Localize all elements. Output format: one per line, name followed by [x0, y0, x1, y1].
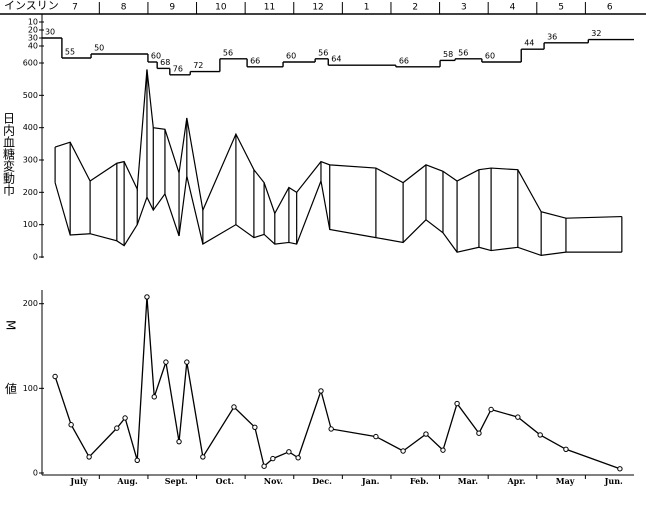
m-value-point [423, 431, 429, 437]
m-value-point [295, 455, 301, 461]
y-tick-label: 600 [23, 59, 38, 68]
month-number: 8 [121, 3, 127, 13]
month-number: 12 [312, 3, 323, 13]
dose-label: 36 [547, 32, 557, 41]
m-value-point [270, 455, 276, 462]
dose-label: 64 [331, 55, 341, 64]
month-number: 10 [215, 3, 227, 13]
dose-label: 60 [286, 52, 296, 61]
y-tick-label: 500 [23, 91, 38, 100]
month-number: 9 [169, 3, 175, 13]
m-value-point [318, 388, 324, 394]
x-tick-label: Sept. [165, 476, 188, 486]
y-axis-label: 日内血糖変動巾 [2, 112, 16, 196]
month-number: 4 [510, 3, 516, 13]
y-tick-label: 100 [23, 384, 38, 393]
dose-label: 66 [399, 56, 409, 65]
month-number: 5 [558, 3, 564, 13]
dose-label: 56 [223, 48, 233, 57]
m-value-point [252, 424, 258, 430]
dose-label: 44 [524, 39, 534, 48]
m-value-point [86, 454, 92, 460]
dose-label: 66 [250, 56, 260, 65]
y-axis-label: M値 [4, 320, 18, 446]
m-value-point [286, 449, 292, 455]
y-tick-label: 0 [33, 469, 38, 478]
m-value-point [144, 294, 150, 300]
x-tick-label: Jun. [604, 476, 623, 486]
dose-label: 60 [151, 52, 161, 61]
dose-label: 76 [173, 64, 183, 73]
x-tick-label: Apr. [506, 476, 525, 486]
dose-label: 72 [193, 61, 203, 70]
y-tick-label: 40 [28, 42, 38, 51]
m-value-point [400, 448, 406, 454]
dose-label: 68 [160, 58, 170, 67]
x-tick-label: Oct. [216, 476, 235, 486]
y-tick-label: 200 [23, 299, 38, 308]
m-value-point [617, 466, 623, 472]
y-tick-label: 100 [23, 220, 38, 229]
m-value-point [373, 433, 379, 440]
dose-label: 50 [94, 44, 104, 53]
m-value-point [488, 406, 494, 413]
m-value-point [122, 415, 128, 421]
m-value-point [176, 438, 182, 445]
y-tick-label: 20 [28, 26, 38, 35]
month-number: 11 [264, 3, 275, 13]
y-tick-label: 400 [23, 123, 38, 132]
m-value-line [54, 296, 621, 470]
x-tick-label: July [69, 476, 88, 486]
x-tick-label: Feb. [410, 476, 429, 486]
month-number: 1 [364, 3, 370, 13]
m-value-point [68, 422, 74, 428]
m-value-point [328, 426, 334, 432]
m-value-point [151, 394, 157, 400]
y-tick-label: 0 [33, 253, 38, 262]
glucose-low [54, 176, 622, 256]
x-tick-label: Aug. [116, 476, 138, 486]
m-value-point [537, 432, 543, 438]
y-tick-label: 200 [23, 188, 38, 197]
x-tick-label: Nov. [264, 476, 283, 486]
dose-label: 32 [591, 29, 601, 38]
month-number: 7 [72, 3, 78, 13]
x-tick-label: Mar. [458, 476, 479, 486]
dose-label: 60 [485, 52, 495, 61]
dose-label: 58 [443, 50, 453, 59]
insulin-label: インスリン [4, 0, 59, 12]
x-tick-label: Dec. [312, 476, 332, 486]
month-number: 2 [412, 3, 418, 13]
m-value-point [200, 454, 206, 460]
m-value-point [231, 404, 237, 410]
m-value-point [163, 359, 169, 365]
m-value-point [52, 373, 58, 380]
m-value-point [563, 446, 569, 452]
m-value-point [114, 425, 120, 431]
dose-label: 56 [318, 48, 328, 57]
month-number: 3 [461, 3, 467, 13]
y-tick-label: 30 [28, 34, 38, 43]
month-number: 6 [607, 3, 613, 13]
m-value-point [440, 447, 446, 453]
m-value-point [134, 457, 140, 464]
dose-label: 55 [65, 48, 75, 57]
x-tick-label: Jan. [361, 476, 380, 486]
m-value-point [184, 359, 190, 365]
dose-label: 30 [45, 28, 55, 37]
dose-label: 56 [458, 48, 468, 57]
x-tick-label: May [556, 476, 575, 486]
y-tick-label: 300 [23, 156, 38, 165]
m-value-point [515, 414, 521, 420]
glucose-high [54, 69, 622, 219]
y-tick-label: 10 [28, 18, 38, 27]
m-value-point [261, 463, 267, 469]
m-value-point [476, 430, 482, 436]
m-value-point [454, 400, 460, 407]
